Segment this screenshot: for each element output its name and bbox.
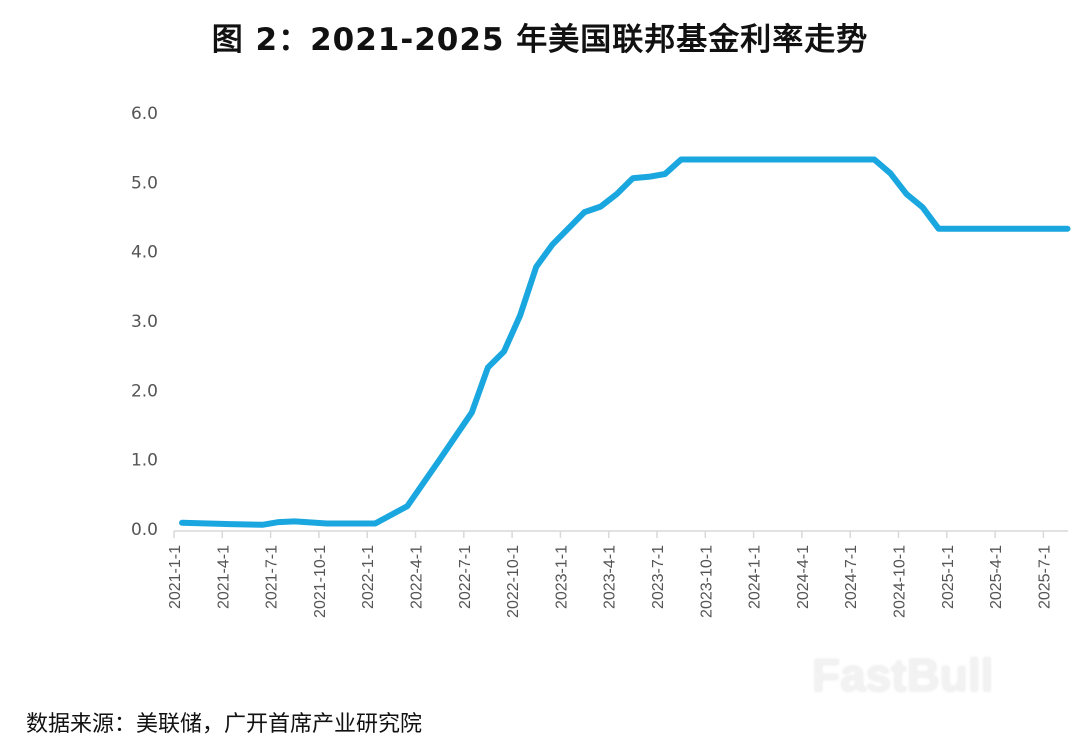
x-tick-label: 2022-1-1 <box>360 545 377 609</box>
x-tick-label: 2021-7-1 <box>264 545 281 609</box>
watermark-logo: FastBull <box>812 649 994 701</box>
x-tick-label: 2025-1-1 <box>940 545 957 609</box>
x-tick-label: 2022-7-1 <box>457 545 474 609</box>
x-tick-label: 2021-4-1 <box>215 545 232 609</box>
x-tick-label: 2022-10-1 <box>505 545 522 618</box>
x-tick-label: 2023-4-1 <box>602 545 619 609</box>
y-tick-label: 5.0 <box>131 173 158 193</box>
x-tick-label: 2023-10-1 <box>698 545 715 618</box>
y-tick-label: 4.0 <box>131 243 158 263</box>
x-tick-label: 2023-7-1 <box>650 545 667 609</box>
x-tick-label: 2023-1-1 <box>553 545 570 609</box>
x-tick-label: 2025-7-1 <box>1036 545 1053 609</box>
x-tick-label: 2024-7-1 <box>843 545 860 609</box>
x-axis-ticks <box>173 531 1045 538</box>
y-axis-labels: 0.0 1.0 2.0 3.0 4.0 5.0 6.0 <box>131 104 158 540</box>
x-axis-labels: 2021-1-1 2021-4-1 2021-7-1 2021-10-1 2022-1-… <box>167 545 1053 618</box>
x-tick-label: 2021-10-1 <box>312 545 329 618</box>
x-tick-label: 2025-4-1 <box>988 545 1005 609</box>
line-chart: 0.01.02.03.04.05.06.0 2021-1-1 2021-4-1 20… <box>131 104 1071 618</box>
data-source-note: 数据来源：美联储，广开首席产业研究院 <box>26 712 423 737</box>
y-tick-label: 6.0 <box>131 104 158 124</box>
x-tick-label: 2022-4-1 <box>409 545 426 609</box>
chart-title: 图 2：2021-2025 年美国联邦基金利率走势 <box>211 22 869 58</box>
x-tick-label: 2021-1-1 <box>167 545 184 609</box>
y-tick-label: 2.0 <box>131 381 158 401</box>
x-tick-label: 2024-10-1 <box>892 545 909 618</box>
y-tick-label: 0.0 <box>131 520 158 540</box>
x-tick-label: 2024-4-1 <box>795 545 812 609</box>
x-tick-label: 2024-1-1 <box>747 545 764 609</box>
y-tick-label: 3.0 <box>131 312 158 332</box>
y-tick-label: 1.0 <box>131 451 158 471</box>
fed-funds-rate-line <box>179 156 1071 528</box>
